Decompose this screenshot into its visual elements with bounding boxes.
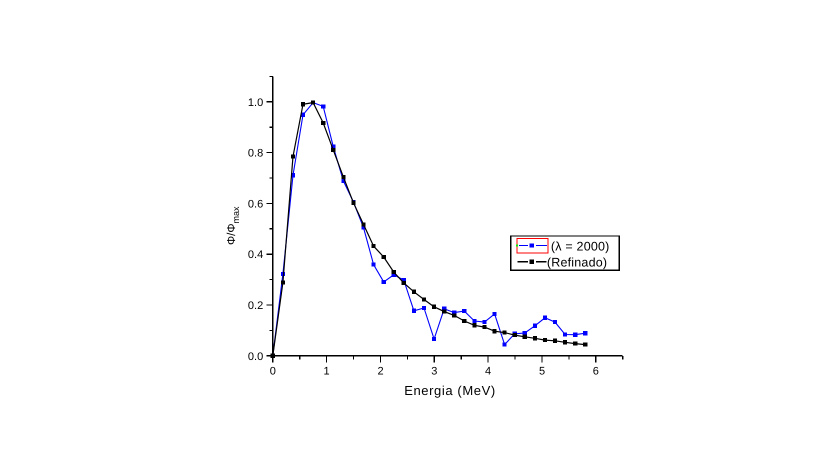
svg-text:Energia (MeV): Energia (MeV): [404, 383, 496, 398]
svg-text:4: 4: [485, 366, 491, 378]
svg-text:(λ = 2000): (λ = 2000): [551, 239, 610, 253]
svg-text:6: 6: [593, 366, 599, 378]
svg-text:0.0: 0.0: [248, 351, 263, 363]
svg-text:0.2: 0.2: [248, 300, 263, 312]
svg-text:(Refinado): (Refinado): [547, 255, 607, 269]
svg-text:1: 1: [324, 366, 330, 378]
svg-text:0: 0: [270, 366, 276, 378]
svg-text:1.0: 1.0: [248, 97, 263, 109]
svg-text:5: 5: [539, 366, 545, 378]
svg-text:0.4: 0.4: [248, 249, 263, 261]
svg-text:0.8: 0.8: [248, 148, 263, 160]
svg-text:0.6: 0.6: [248, 198, 263, 210]
svg-text:2: 2: [377, 366, 383, 378]
svg-text:3: 3: [431, 366, 437, 378]
